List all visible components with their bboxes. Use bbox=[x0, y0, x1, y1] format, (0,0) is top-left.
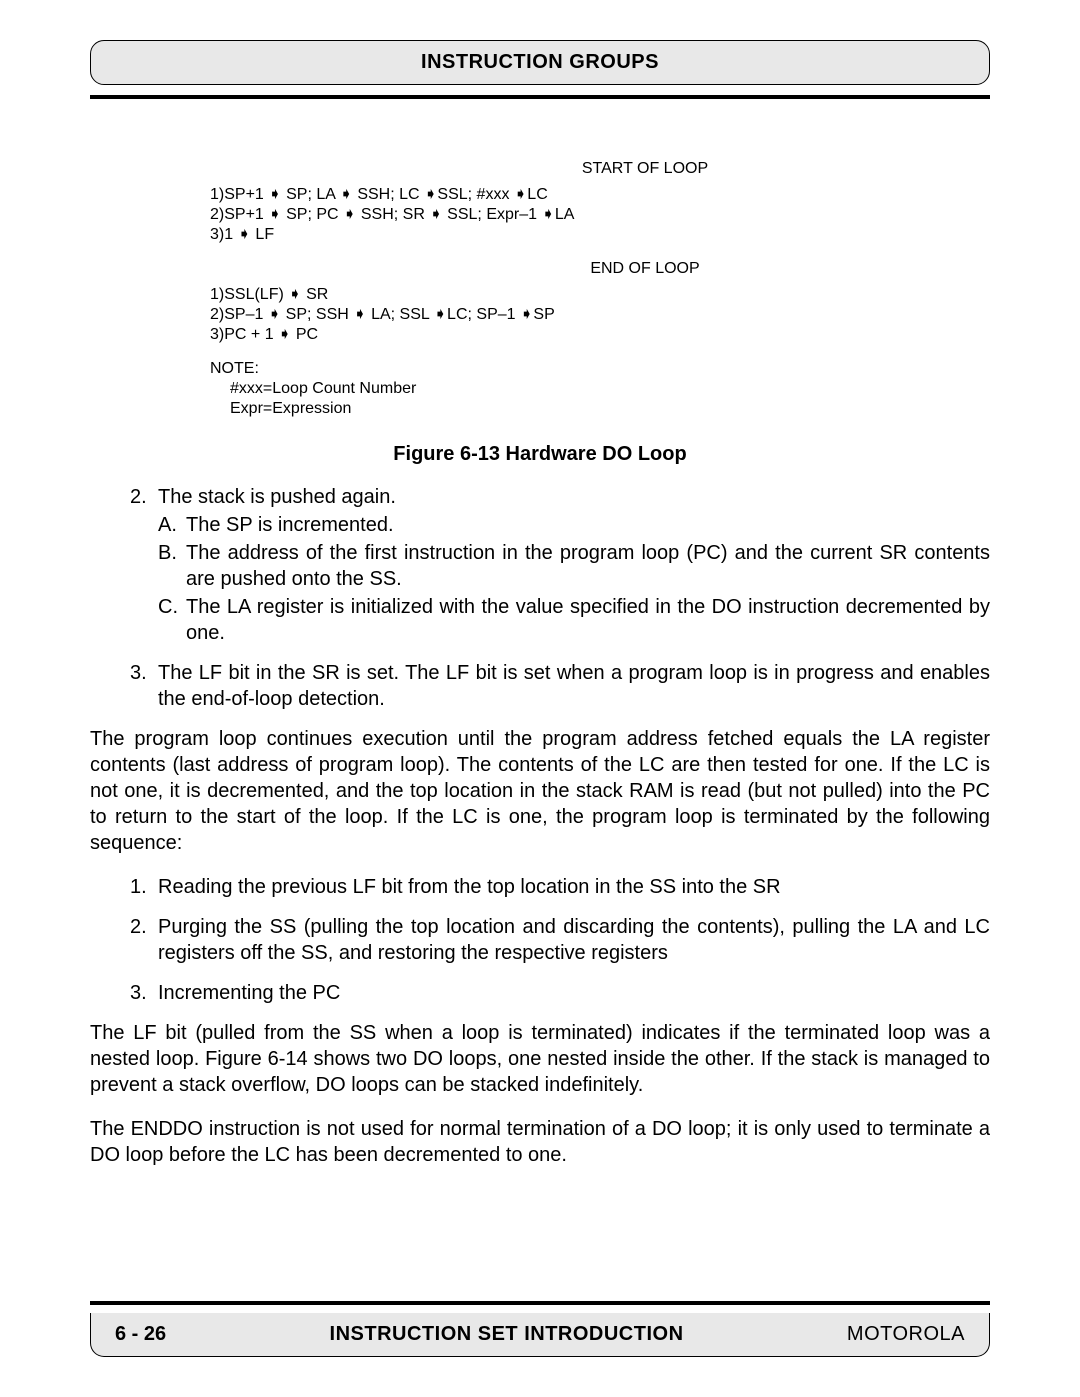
section-title: INSTRUCTION GROUPS bbox=[421, 51, 659, 73]
figure-caption: Figure 6-13 Hardware DO Loop bbox=[90, 443, 990, 466]
note-line: #xxx=Loop Count Number bbox=[230, 379, 990, 399]
header-rule bbox=[90, 95, 990, 99]
page-footer: 6 - 26 INSTRUCTION SET INTRODUCTION MOTO… bbox=[90, 1313, 990, 1357]
list-number: 2. bbox=[130, 914, 158, 966]
code-line: 3)PC + 1 ➧ PC bbox=[210, 325, 990, 345]
footer-rule bbox=[90, 1301, 990, 1305]
note-line: Expr=Expression bbox=[230, 399, 990, 419]
code-line: 3)1 ➧ LF bbox=[210, 225, 990, 245]
paragraph: The ENDDO instruction is not used for no… bbox=[90, 1116, 990, 1168]
code-line: 1)SSL(LF) ➧ SR bbox=[210, 285, 990, 305]
list-number: 3. bbox=[130, 980, 158, 1006]
sub-text: The address of the first instruction in … bbox=[186, 540, 990, 592]
section-header: INSTRUCTION GROUPS bbox=[90, 40, 990, 85]
paragraph: The program loop continues execution unt… bbox=[90, 726, 990, 856]
figure-code-block: START OF LOOP 1)SP+1 ➧ SP; LA ➧ SSH; LC … bbox=[90, 159, 990, 419]
end-of-loop-label: END OF LOOP bbox=[210, 259, 990, 279]
code-line: 2)SP+1 ➧ SP; PC ➧ SSH; SR ➧ SSL; Expr–1 … bbox=[210, 205, 990, 225]
sub-text: The LA register is initialized with the … bbox=[186, 594, 990, 646]
note-label: NOTE: bbox=[210, 359, 990, 379]
page-number: 6 - 26 bbox=[115, 1323, 166, 1346]
footer-title: INSTRUCTION SET INTRODUCTION bbox=[330, 1323, 684, 1346]
list-text: Reading the previous LF bit from the top… bbox=[158, 874, 990, 900]
list-number: 2. bbox=[130, 484, 158, 510]
code-line: 2)SP–1 ➧ SP; SSH ➧ LA; SSL ➧LC; SP–1 ➧SP bbox=[210, 305, 990, 325]
start-of-loop-label: START OF LOOP bbox=[210, 159, 990, 179]
list-number: 3. bbox=[130, 660, 158, 712]
sub-letter: C. bbox=[158, 594, 186, 646]
list-text: The stack is pushed again. bbox=[158, 484, 990, 510]
sub-letter: B. bbox=[158, 540, 186, 592]
list-text: Purging the SS (pulling the top location… bbox=[158, 914, 990, 966]
list-text: Incrementing the PC bbox=[158, 980, 990, 1006]
code-line: 1)SP+1 ➧ SP; LA ➧ SSH; LC ➧SSL; #xxx ➧LC bbox=[210, 185, 990, 205]
list-number: 1. bbox=[130, 874, 158, 900]
footer-brand: MOTOROLA bbox=[847, 1323, 965, 1346]
sub-text: The SP is incremented. bbox=[186, 512, 990, 538]
paragraph: The LF bit (pulled from the SS when a lo… bbox=[90, 1020, 990, 1098]
list-text: The LF bit in the SR is set. The LF bit … bbox=[158, 660, 990, 712]
sub-letter: A. bbox=[158, 512, 186, 538]
